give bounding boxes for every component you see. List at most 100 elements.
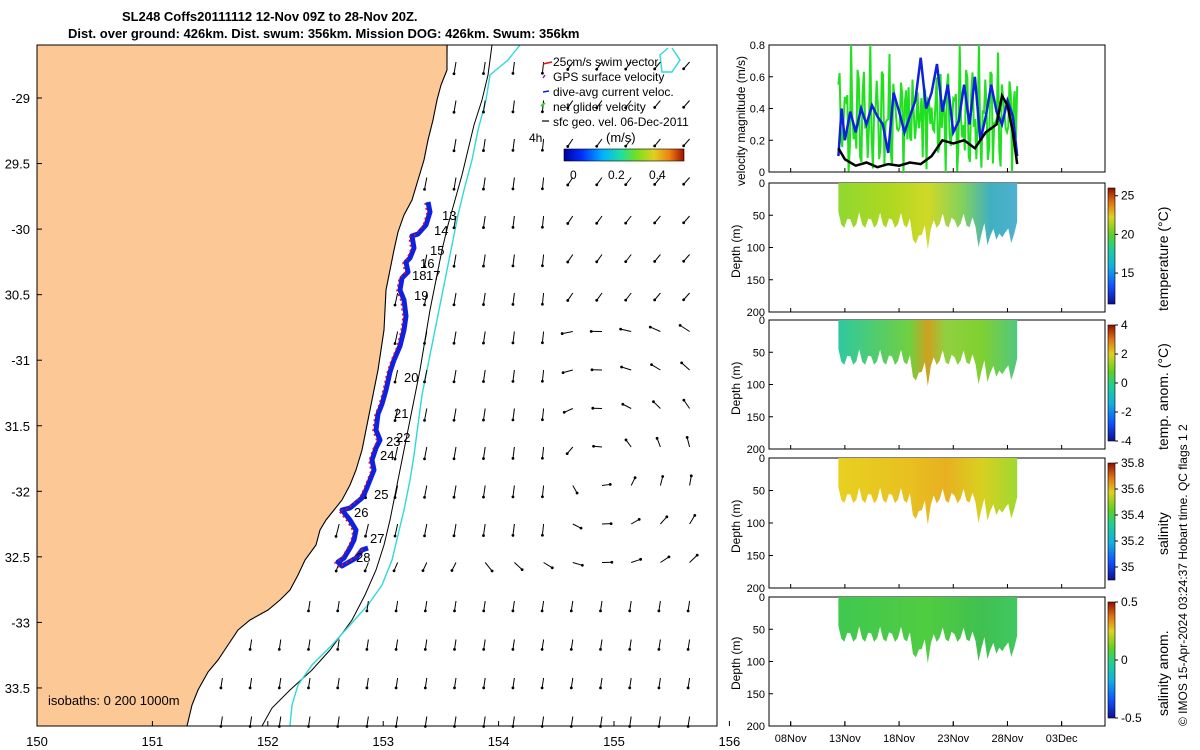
velocity-arrow-head (566, 106, 570, 110)
velocity-arrow-head (595, 221, 599, 225)
velocity-arrow-head (363, 569, 367, 573)
velocity-arrow-head (540, 686, 544, 690)
velocity-arrow (686, 437, 691, 448)
day-label: 18 (412, 268, 426, 283)
velocity-arrow-head (423, 419, 426, 422)
map-y-tick-label: -29 (11, 91, 30, 106)
velocity-arrow-head (637, 517, 641, 521)
velocity-arrow-head (393, 534, 397, 538)
velocity-arrow-head (655, 436, 659, 440)
velocity-arrow (567, 254, 574, 263)
velocity-arrow (541, 292, 545, 305)
velocity-arrow-head (639, 557, 643, 561)
velocity-arrow (541, 254, 545, 266)
velocity-arrow (512, 600, 515, 611)
velocity-arrow (453, 138, 457, 151)
velocity-arrow (654, 292, 661, 301)
velocity-arrow-head (652, 400, 655, 404)
velocity-arrow (220, 716, 223, 727)
velocity-arrow (424, 331, 428, 344)
velocity-arrow-head (423, 647, 427, 651)
colorbar-tick-label: 0 (1121, 653, 1128, 667)
velocity-arrow-head (482, 149, 485, 152)
legend-item-sfc-geo-vel: sfc geo. vel. 06-Dec-2011 (553, 115, 689, 129)
legend-item-dive-avg-current: dive-avg current veloc. (553, 85, 674, 99)
legend-item-net-glider-velocity: net glider velocity (553, 100, 646, 114)
velocity-arrow (596, 100, 603, 109)
velocity-arrow (625, 100, 632, 108)
velocity-arrow-head (608, 483, 612, 486)
velocity-arrow-head (423, 534, 426, 538)
velocity-arrow (541, 677, 545, 688)
velocity-arrow-head (541, 264, 544, 268)
colorbar-tick-label: 0 (1121, 376, 1128, 390)
map-x-tick-label: 153 (372, 734, 394, 749)
day-label: 21 (394, 406, 408, 421)
velocity-arrow (482, 446, 486, 459)
velocity-arrow-head (682, 144, 686, 148)
velocity-arrow (482, 408, 486, 421)
map-y-axis: -29 29.5 -30 30.5 -31 31.5 -32 32.5 -33 33.5 (5, 91, 42, 696)
section-ytick-label: 50 (753, 624, 765, 636)
velocity-arrow (596, 61, 603, 70)
velocity-arrow-head (580, 563, 584, 567)
velocity-arrow-head (682, 398, 686, 402)
velocity-arrow (566, 446, 574, 454)
section-panels: 050100150200152025050100150200420-2-4050… (747, 178, 1145, 733)
section-ytick-label: 0 (759, 178, 765, 190)
map-x-tick-label: 151 (142, 734, 164, 749)
time-tick-label: 28Nov (992, 733, 1024, 745)
velocity-arrow-head (680, 361, 684, 365)
velocity-arrow-head (541, 341, 544, 345)
velocity-arrow (654, 61, 661, 70)
velocity-arrow (451, 562, 457, 571)
velocity-y-axis: 0 0.2 0.4 0.6 0.8 (750, 40, 1063, 179)
velocity-arrow (570, 639, 574, 650)
velocity-arrow (366, 639, 369, 650)
section-ytick-label: 100 (747, 380, 765, 392)
velocity-arrow-head (686, 686, 690, 690)
velocity-arrow (683, 254, 690, 262)
velocity-arrow-head (628, 686, 632, 690)
velocity-arrow-head (364, 534, 367, 538)
velocity-arrow (654, 215, 661, 224)
velocity-arrow-head (569, 647, 573, 651)
section-ytick-label: 150 (747, 275, 765, 287)
velocity-arrow-head (619, 327, 623, 331)
velocity-arrow (424, 446, 428, 460)
velocity-arrow (453, 523, 457, 536)
map-y-tick-label: 31.5 (5, 419, 30, 434)
velocity-series-line (837, 57, 1019, 157)
velocity-arrow (278, 639, 282, 650)
velocity-arrow (424, 292, 428, 306)
velocity-arrow-head (620, 365, 623, 369)
velocity-arrow (453, 408, 457, 421)
velocity-arrow (482, 177, 486, 190)
velocity-arrow (541, 331, 545, 343)
velocity-arrow (394, 485, 399, 498)
velocity-arrow-head (277, 686, 281, 690)
day-label: 27 (370, 531, 384, 546)
velocity-arrow-head (599, 686, 602, 690)
velocity-arrow (687, 716, 691, 727)
velocity-arrow-head (565, 452, 569, 456)
velocity-arrow-head (511, 647, 515, 651)
velocity-arrow-head (423, 303, 426, 307)
velocity-arrow-head (685, 436, 689, 439)
velocity-arrow (482, 254, 486, 267)
velocity-arrow (395, 716, 399, 727)
velocity-arrow-head (482, 303, 485, 306)
velocity-arrow-head (657, 686, 661, 690)
velocity-arrow-head (482, 187, 485, 191)
velocity-arrow-head (657, 647, 661, 651)
velocity-arrow (659, 476, 664, 486)
velocity-arrow (541, 523, 545, 536)
velocity-arrow-head (621, 402, 625, 406)
velocity-arrow (249, 677, 253, 688)
velocity-arrow-head (693, 513, 697, 517)
map-y-tick-label: -32 (11, 484, 30, 499)
velocity-arrow (453, 100, 457, 113)
velocity-arrow (249, 639, 253, 650)
day-label: 17 (426, 268, 440, 283)
velocity-arrow-head (482, 686, 486, 690)
